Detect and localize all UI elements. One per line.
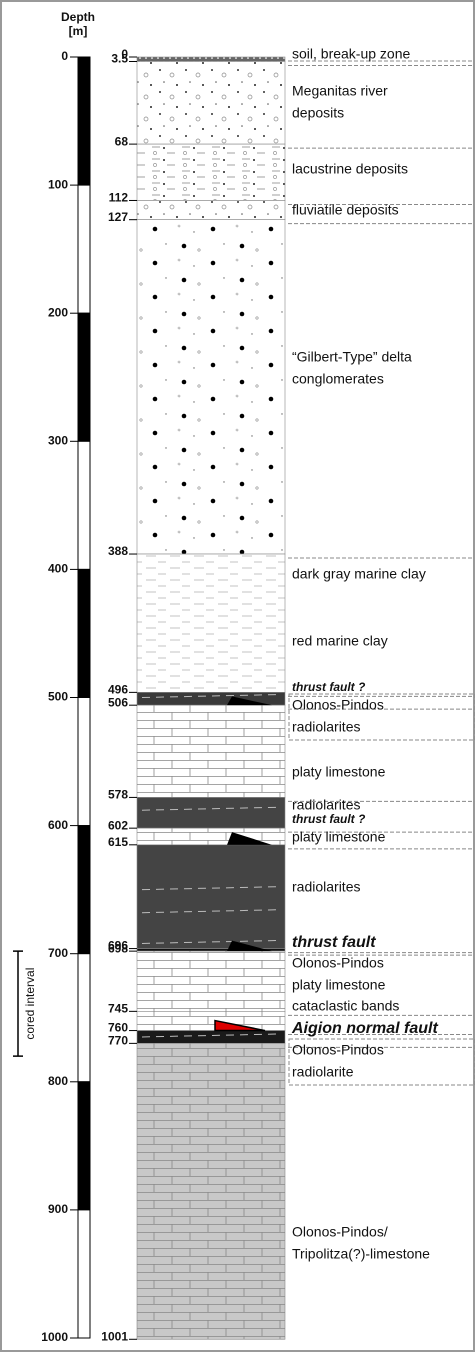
- cored-bracket: [13, 950, 23, 1057]
- depth-bar-segment: [77, 697, 91, 827]
- boundary-label: 615: [108, 835, 128, 849]
- depth-bar-segment: [77, 1081, 91, 1211]
- tick-label: 600: [48, 818, 68, 832]
- cored-label: cored interval: [23, 968, 37, 1040]
- layer: [136, 56, 286, 62]
- unit-label: Aigion normal fault: [291, 1020, 438, 1037]
- depth-bar-segment: [77, 1209, 91, 1339]
- boundary-label: 3.5: [111, 52, 128, 66]
- fault-trace: [141, 909, 281, 914]
- unit-label: thrust fault ?: [292, 680, 366, 694]
- layer: [136, 1011, 286, 1031]
- boundary-label: 0: [121, 47, 128, 61]
- layer: [136, 1043, 286, 1340]
- depth-bar-segment: [77, 56, 91, 186]
- boundary-label: 602: [108, 818, 128, 832]
- layer: [136, 200, 286, 220]
- tick-label: 700: [48, 946, 68, 960]
- boundary-label: 760: [108, 1021, 128, 1035]
- unit-label: red marine clay: [292, 633, 388, 649]
- depth-bar-segment: [77, 953, 91, 1083]
- tick-label: 400: [48, 562, 68, 576]
- label-box: [288, 1038, 475, 1086]
- tick-label: 1000: [41, 1330, 68, 1344]
- boundary-label: 506: [108, 695, 128, 709]
- tick-label: 500: [48, 690, 68, 704]
- layer: [136, 950, 286, 1012]
- fault-trace: [141, 1033, 281, 1038]
- boundary-label: 68: [115, 134, 129, 148]
- unit-label: thrust fault: [292, 934, 376, 951]
- unit-label: Olonos-Pindos: [292, 697, 384, 713]
- unit-label: fluviatile deposits: [292, 202, 399, 218]
- fault-trace: [141, 886, 281, 891]
- boundary-label: 698: [108, 941, 128, 955]
- unit-label: dark gray marine clay: [292, 566, 426, 582]
- depth-bar-segment: [77, 312, 91, 442]
- unit-label: “Gilbert-Type” delta: [292, 349, 412, 365]
- thrust-triangle: [227, 832, 272, 845]
- unit-label: radiolarites: [292, 719, 360, 735]
- unit-label: conglomerates: [292, 371, 384, 387]
- unit-label: Tripolitza(?)-limestone: [292, 1246, 430, 1262]
- tick-label: 300: [48, 433, 68, 447]
- boundary-label: 388: [108, 544, 128, 558]
- tick-label: 0: [61, 49, 68, 63]
- boundary-label: 770: [108, 1034, 128, 1048]
- depth-bar-segment: [77, 568, 91, 699]
- unit-label: Olonos-Pindos: [292, 1042, 384, 1058]
- unit-label: platy limestone: [292, 829, 386, 845]
- unit-label: radiolarites: [292, 797, 360, 813]
- boundary-label: 696: [108, 939, 128, 953]
- unit-label: radiolarites: [292, 879, 360, 895]
- layer: [136, 797, 286, 829]
- depth-bar-segment: [77, 440, 91, 570]
- layer: [136, 553, 286, 693]
- normal-fault-triangle: [214, 1019, 266, 1032]
- tick-label: 900: [48, 1202, 68, 1216]
- boundary-label: 112: [109, 191, 129, 205]
- thrust-triangle: [227, 696, 272, 706]
- unit-label: thrust fault ?: [292, 812, 366, 826]
- boundary-label: 578: [108, 788, 128, 802]
- boundary-label: 496: [108, 683, 128, 697]
- layer: [136, 704, 286, 798]
- unit-label: cataclastic bands: [292, 998, 399, 1014]
- unit-label: Meganitas river: [292, 83, 388, 99]
- unit-label: Olonos-Pindos/: [292, 1224, 388, 1240]
- depth-bar-segment: [77, 184, 91, 314]
- unit-label: platy limestone: [292, 977, 386, 993]
- unit-label: radiolarite: [292, 1064, 354, 1080]
- tick-label: 100: [48, 177, 68, 191]
- fault-trace: [141, 939, 281, 944]
- boundary-label: 1001: [101, 1329, 128, 1343]
- boundary-label: 745: [108, 1002, 128, 1016]
- unit-label: soil, break-up zone: [292, 46, 411, 62]
- axis-title: [m]: [69, 24, 88, 38]
- tick-label: 200: [48, 305, 68, 319]
- tick-label: 800: [48, 1074, 68, 1088]
- unit-label: platy limestone: [292, 764, 386, 780]
- unit-label: lacustrine deposits: [292, 161, 408, 177]
- layer: [136, 61, 286, 145]
- label-box: [288, 693, 475, 741]
- boundary-label: 127: [108, 210, 128, 224]
- unit-label: deposits: [292, 105, 344, 121]
- unit-label: Olonos-Pindos: [292, 955, 384, 971]
- depth-bar-segment: [77, 825, 91, 955]
- layer: [136, 844, 286, 949]
- fault-trace: [141, 694, 281, 698]
- axis-title: Depth: [61, 10, 95, 24]
- fault-trace: [141, 806, 281, 811]
- thrust-triangle: [227, 940, 272, 952]
- layer: [136, 143, 286, 201]
- layer: [136, 219, 286, 555]
